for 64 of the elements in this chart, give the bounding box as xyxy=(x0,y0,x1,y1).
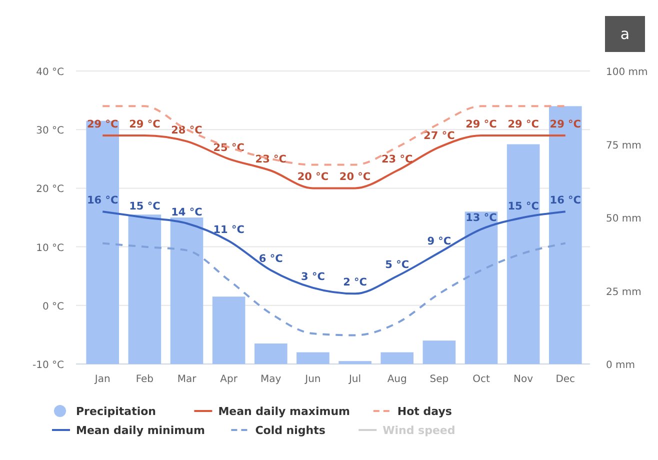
x-tick-label: Dec xyxy=(556,374,576,385)
x-tick-label: May xyxy=(260,374,282,385)
y2-tick-label: 0 mm xyxy=(606,360,636,371)
data-label: 13 °C xyxy=(466,212,498,224)
data-label: 29 °C xyxy=(508,118,540,130)
x-tick-label: Jul xyxy=(348,374,362,385)
legend-label: Mean daily minimum xyxy=(76,424,205,437)
y2-tick-label: 75 mm xyxy=(606,140,642,152)
bar xyxy=(338,361,372,364)
data-label: 29 °C xyxy=(86,118,119,130)
x-tick-label: Nov xyxy=(514,374,534,385)
data-label: 20 °C xyxy=(339,171,371,184)
data-label: 29 °C xyxy=(550,118,582,130)
data-label: 15 °C xyxy=(508,200,540,212)
y2-tick-label: 50 mm xyxy=(606,214,642,224)
data-label: 9 °C xyxy=(427,236,452,248)
bar xyxy=(86,120,120,364)
line-series xyxy=(102,105,566,166)
data-label: 11 °C xyxy=(213,224,245,236)
y-tick-label: 10 °C xyxy=(36,242,64,254)
bar xyxy=(128,214,162,364)
legend-label: Cold nights xyxy=(255,424,326,437)
bar xyxy=(548,106,582,364)
bar xyxy=(380,352,414,364)
data-label: 27 °C xyxy=(424,130,456,142)
data-label: 5 °C xyxy=(385,259,410,272)
data-label: 29 °C xyxy=(129,118,161,130)
data-label: 16 °C xyxy=(550,194,582,207)
data-label: 2 °C xyxy=(343,276,368,289)
data-label: 6 °C xyxy=(258,253,284,266)
x-tick-label: Oct xyxy=(472,374,490,385)
y-tick-label: 40 °C xyxy=(36,67,64,78)
legend-label: Hot days xyxy=(397,405,452,418)
data-label: 15 °C xyxy=(129,200,161,212)
bar xyxy=(464,212,498,364)
legend-label: Precipitation xyxy=(76,405,156,418)
y2-tick-label: 100 mm xyxy=(606,67,648,78)
bar xyxy=(170,218,204,364)
data-label: 28 °C xyxy=(171,124,203,136)
data-label: 29 °C xyxy=(466,118,498,130)
x-tick-label: Feb xyxy=(136,374,154,385)
legend-label: Mean daily maximum xyxy=(218,405,350,418)
data-label: 20 °C xyxy=(297,171,329,184)
bar xyxy=(296,352,330,364)
data-label: 23 °C xyxy=(381,154,414,166)
data-label: 16 °C xyxy=(86,194,119,207)
bar xyxy=(254,343,288,364)
y-tick-label: 30 °C xyxy=(36,126,64,137)
data-label: 3 °C xyxy=(301,270,326,283)
y-tick-label: 20 °C xyxy=(36,184,64,196)
x-tick-label: Jan xyxy=(94,374,110,385)
x-tick-label: Sep xyxy=(430,374,449,385)
text: a xyxy=(620,25,630,43)
y-tick-label: -10 °C xyxy=(32,360,64,371)
bar xyxy=(506,144,540,364)
x-tick-label: Apr xyxy=(220,374,238,385)
y-tick-label: 0 °C xyxy=(42,301,64,312)
bar xyxy=(212,296,246,364)
bar xyxy=(422,340,456,364)
x-tick-label: Mar xyxy=(177,374,198,385)
x-tick-label: Jun xyxy=(304,374,321,385)
x-tick-label: Aug xyxy=(387,374,407,385)
y2-tick-label: 25 mm xyxy=(606,286,642,298)
data-label: 14 °C xyxy=(171,206,203,218)
